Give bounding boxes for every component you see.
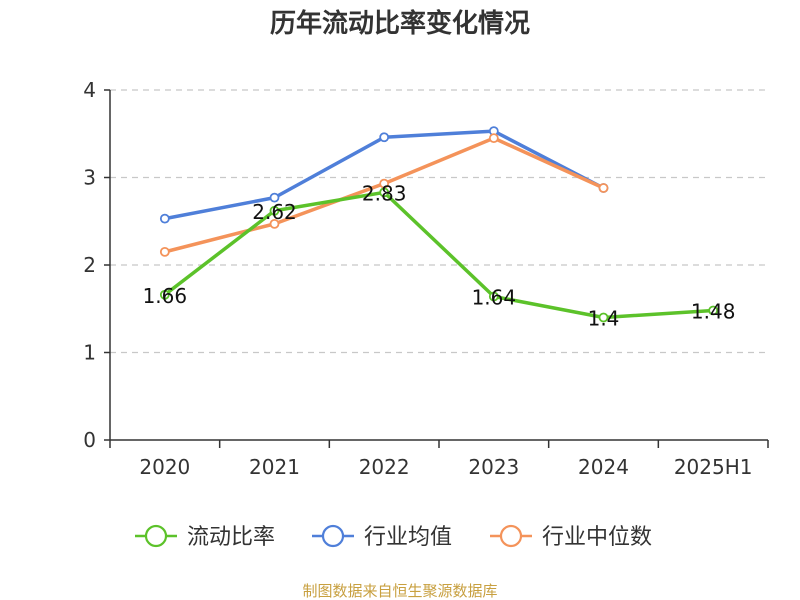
data-labels: 1.66 2.62 2.83 1.64 1.4 1.48	[143, 181, 736, 330]
data-point	[598, 312, 609, 323]
series-lines	[163, 129, 714, 320]
legend-swatch-marker	[321, 524, 345, 548]
legend-label: 行业中位数	[542, 525, 652, 550]
data-label: 1.4	[588, 307, 620, 331]
x-tick-label: 2024	[578, 455, 629, 479]
y-tick-label: 4	[83, 78, 96, 102]
data-point	[598, 183, 609, 193]
series-line-1	[164, 129, 605, 221]
x-tick-label: 2025H1	[674, 455, 753, 479]
data-label: 1.66	[143, 284, 188, 308]
data-label: 2.83	[362, 181, 407, 205]
series-line-0	[163, 190, 714, 320]
legend-label: 流动比率	[187, 525, 275, 550]
x-tick-label: 2021	[249, 455, 300, 479]
data-point	[159, 213, 170, 224]
legend-label: 行业均值	[364, 525, 452, 550]
data-point	[708, 305, 719, 316]
y-tick-label: 0	[83, 428, 96, 452]
data-point	[488, 291, 499, 302]
data-point	[269, 205, 280, 216]
data-point	[488, 133, 499, 144]
legend-swatch-marker	[144, 524, 168, 548]
x-tick-label: 2022	[359, 455, 410, 479]
data-point	[379, 187, 390, 198]
data-label: 1.64	[472, 286, 517, 310]
axes: 0 1 2 3 4 2020 2021 2022 2023 2024 2025H1	[83, 78, 769, 479]
y-tick-label: 1	[83, 341, 96, 365]
data-label: 2.62	[252, 200, 297, 224]
x-tick-label: 2020	[139, 455, 190, 479]
x-tick-label: 2023	[468, 455, 519, 479]
data-label: 1.48	[691, 300, 736, 324]
data-point	[269, 192, 280, 203]
data-point	[379, 132, 390, 143]
legend: 流动比率 行业均值 行业中位数	[135, 524, 652, 550]
data-point	[269, 218, 280, 229]
y-tick-label: 3	[83, 166, 96, 190]
data-point	[159, 246, 170, 257]
series-points	[159, 126, 719, 323]
data-point	[159, 289, 170, 300]
chart-title: 历年流动比率变化情况	[270, 8, 530, 39]
legend-swatch-marker	[499, 524, 523, 548]
source-note: 制图数据来自恒生聚源数据库	[302, 582, 497, 600]
y-tick-label: 2	[83, 253, 96, 277]
